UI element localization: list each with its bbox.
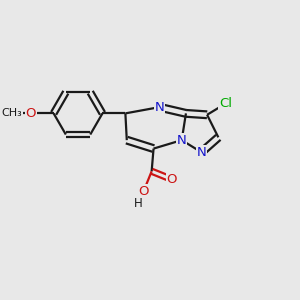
Text: CH₃: CH₃ bbox=[1, 108, 22, 118]
Text: O: O bbox=[167, 173, 177, 186]
Text: N: N bbox=[154, 101, 164, 114]
Text: H: H bbox=[134, 197, 143, 210]
Text: Cl: Cl bbox=[219, 97, 232, 110]
Text: N: N bbox=[196, 146, 206, 159]
Text: N: N bbox=[177, 134, 187, 147]
Text: O: O bbox=[138, 185, 149, 198]
Text: O: O bbox=[26, 107, 36, 120]
